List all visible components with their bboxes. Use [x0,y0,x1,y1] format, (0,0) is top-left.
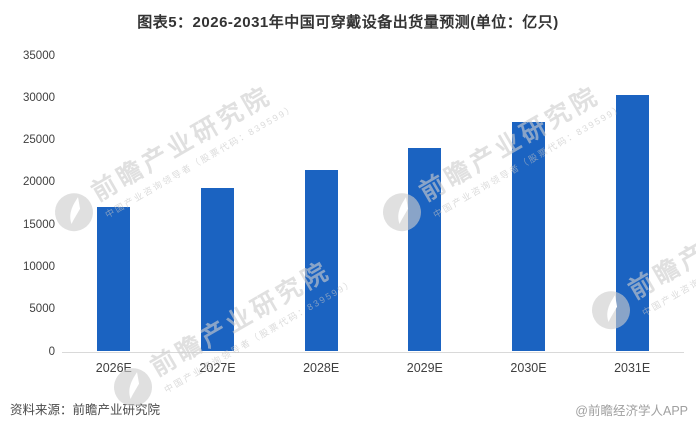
y-tick-label: 35000 [23,49,55,62]
bar-2027E [201,188,234,352]
bar-2026E [97,206,131,352]
y-tick-label: 10000 [23,260,55,273]
x-tick-label: 2031E [614,361,651,375]
x-tick-label: 2029E [406,361,443,375]
source-note: 资料来源：前瞻产业研究院 [10,403,161,417]
attribution-note: @前瞻经济学人APP [575,404,688,418]
bar-2031E [615,95,649,352]
y-tick-label: 5000 [29,303,55,316]
y-tick-label: 25000 [23,134,55,147]
x-axis-line [62,352,684,353]
bar-2029E [408,147,442,352]
x-tick-label: 2026E [95,361,132,375]
y-tick-label: 30000 [23,91,55,104]
bar-2030E [512,122,545,352]
x-tick-label: 2030E [510,361,547,375]
y-tick-label: 20000 [23,176,55,189]
x-tick-label: 2028E [303,361,340,375]
bar-2028E [304,169,338,352]
x-tick-label: 2027E [199,361,236,375]
y-tick-label: 0 [48,345,55,358]
chart-title: 图表5：2026-2031年中国可穿戴设备出货量预测(单位：亿只) [137,14,559,31]
y-tick-label: 15000 [23,218,55,231]
